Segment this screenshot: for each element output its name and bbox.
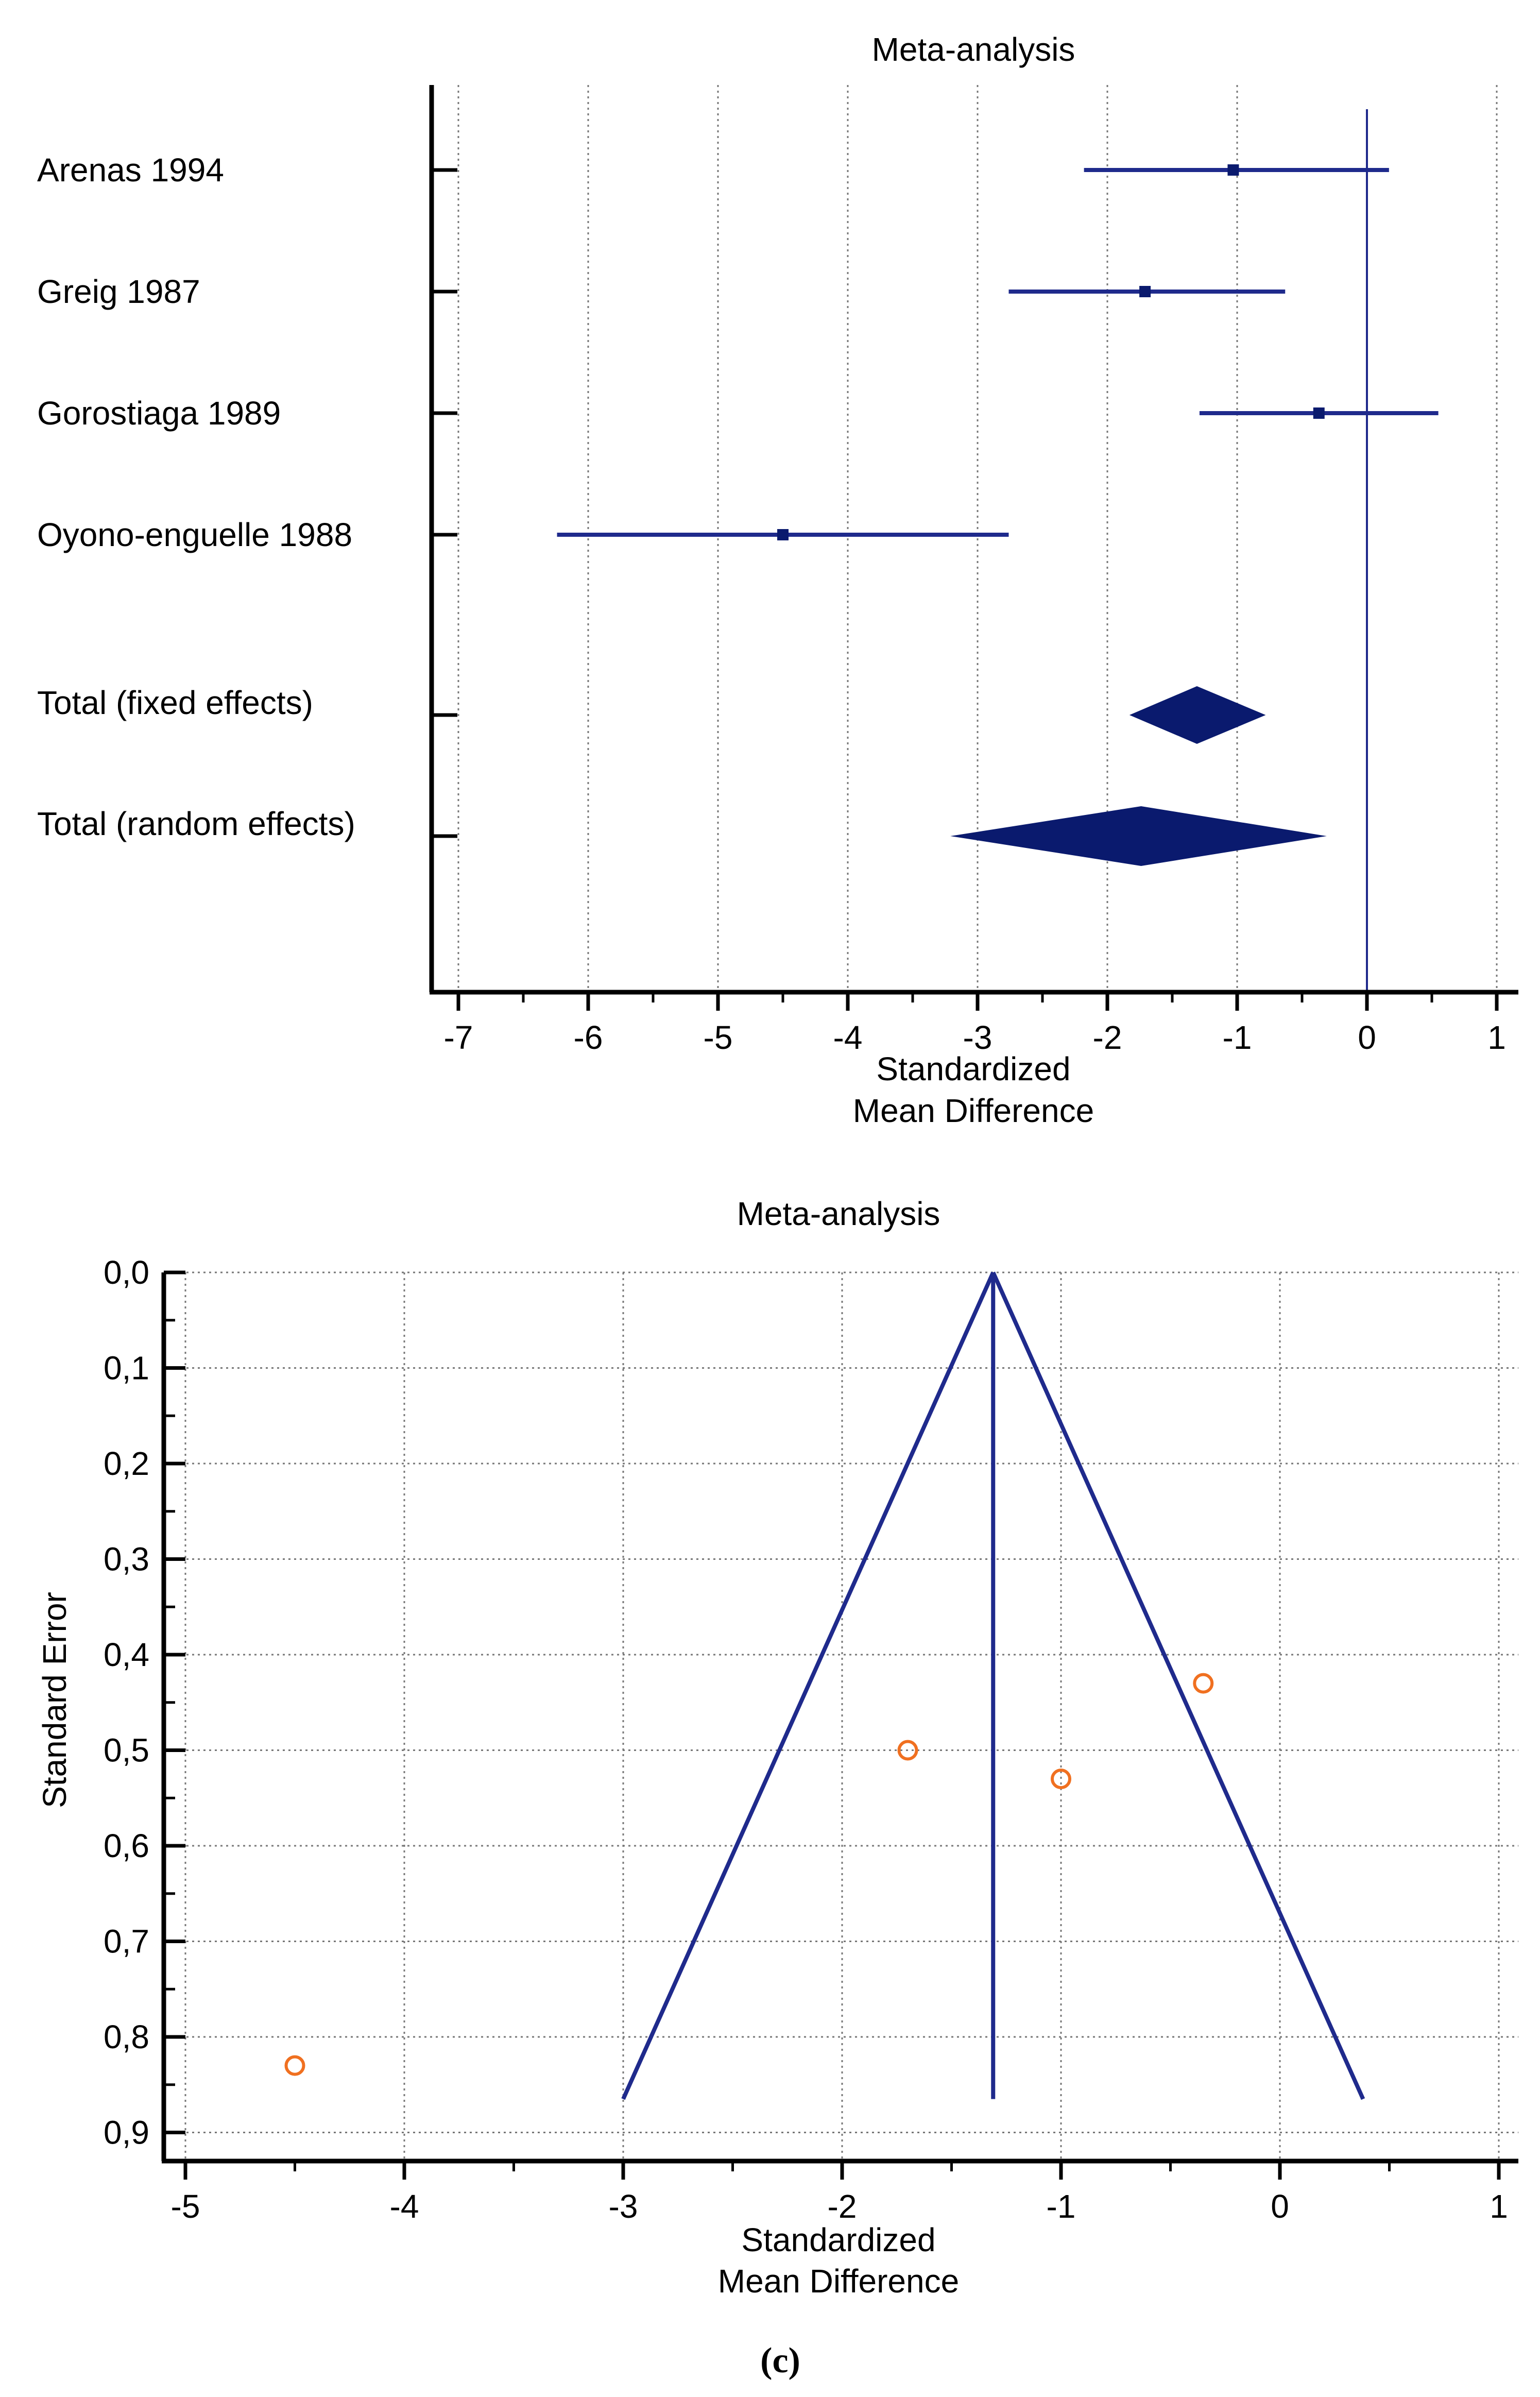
funnel-y-ticks: 0,0 0,1 0,2 0,3 0,4 0,5 0,6 0,7 0,8 0,9 <box>104 1254 185 2151</box>
study-point <box>284 2055 305 2076</box>
study-point-estimate <box>1313 407 1325 419</box>
funnel-y-tick-label: 0,0 <box>104 1254 149 1291</box>
funnel-x-ticks: -5 -4 -3 -2 -1 0 1 <box>171 2161 1508 2225</box>
funnel-x-tick-label: -3 <box>609 2188 638 2225</box>
funnel-x-tick-label: 1 <box>1490 2188 1508 2225</box>
forest-x-tick-label: -2 <box>1093 1019 1122 1056</box>
forest-x-tick-label: -7 <box>444 1019 473 1056</box>
forest-title: Meta-analysis <box>872 31 1075 68</box>
funnel-y-tick-label: 0,8 <box>104 2018 149 2055</box>
funnel-title: Meta-analysis <box>737 1195 940 1232</box>
funnel-y-tick-label: 0,5 <box>104 1732 149 1769</box>
funnel-x-tick-label: -2 <box>828 2188 857 2225</box>
funnel-points <box>284 1673 1214 2076</box>
forest-x-tick-label: 0 <box>1358 1019 1376 1056</box>
forest-xlabel-line1: Standardized <box>876 1050 1070 1087</box>
funnel-xlabel-line1: Standardized <box>741 2221 935 2258</box>
study-point <box>1193 1673 1214 1694</box>
funnel-right-limit <box>991 1271 1365 2100</box>
forest-row-ticks <box>432 168 457 838</box>
study-point-estimate <box>777 529 789 540</box>
total-diamond <box>950 806 1327 866</box>
total-diamond <box>1129 686 1266 744</box>
study-label: Gorostiaga 1989 <box>37 395 281 432</box>
forest-grid <box>457 85 1498 992</box>
total-label: Total (fixed effects) <box>37 684 313 721</box>
study-point-estimate <box>1139 286 1151 297</box>
funnel-y-tick-label: 0,4 <box>104 1636 149 1673</box>
funnel-y-tick-label: 0,1 <box>104 1350 149 1387</box>
study-point <box>1051 1769 1071 1790</box>
forest-plot: Meta-analysis -7 -6 -5 -4 -3 -2 -1 0 1 Arenas 19… <box>37 31 1518 1129</box>
figure-caption: (c) <box>760 2341 800 2381</box>
funnel-y-tick-label: 0,7 <box>104 1923 149 1960</box>
study-label: Oyono-enguelle 1988 <box>37 516 352 553</box>
funnel-x-tick-label: -5 <box>171 2188 200 2225</box>
forest-rows: Arenas 1994 Greig 1987 Gorostiaga 1989 Oyon… <box>37 151 1439 866</box>
funnel-x-tick-label: 0 <box>1271 2188 1289 2225</box>
forest-xlabel-line2: Mean Difference <box>853 1092 1094 1129</box>
total-label: Total (random effects) <box>37 805 355 842</box>
study-point <box>897 1740 918 1761</box>
study-label: Greig 1987 <box>37 273 200 310</box>
funnel-y-tick-label: 0,2 <box>104 1445 149 1482</box>
forest-x-tick-label: -1 <box>1223 1019 1252 1056</box>
funnel-left-limit <box>621 1271 995 2100</box>
forest-x-tick-label: 1 <box>1487 1019 1506 1056</box>
funnel-y-tick-label: 0,6 <box>104 1827 149 1864</box>
forest-x-ticks: -7 -6 -5 -4 -3 -2 -1 0 1 <box>444 992 1506 1056</box>
funnel-x-tick-label: -4 <box>390 2188 419 2225</box>
funnel-y-tick-label: 0,9 <box>104 2114 149 2151</box>
funnel-lines <box>621 1271 1365 2100</box>
funnel-xlabel-line2: Mean Difference <box>718 2263 959 2300</box>
study-point-estimate <box>1227 164 1239 176</box>
forest-x-tick-label: -5 <box>704 1019 733 1056</box>
funnel-ylabel: Standard Error <box>36 1592 73 1808</box>
funnel-x-tick-label: -1 <box>1047 2188 1076 2225</box>
funnel-plot: Meta-analysis 0,00,10,20,30,40,50,60,70,… <box>36 1195 1518 2300</box>
forest-x-tick-label: -3 <box>963 1019 993 1056</box>
forest-x-tick-label: -6 <box>574 1019 603 1056</box>
funnel-y-tick-label: 0,3 <box>104 1541 149 1578</box>
forest-x-tick-label: -4 <box>833 1019 863 1056</box>
funnel-grid <box>164 1271 1518 2161</box>
study-label: Arenas 1994 <box>37 151 224 189</box>
